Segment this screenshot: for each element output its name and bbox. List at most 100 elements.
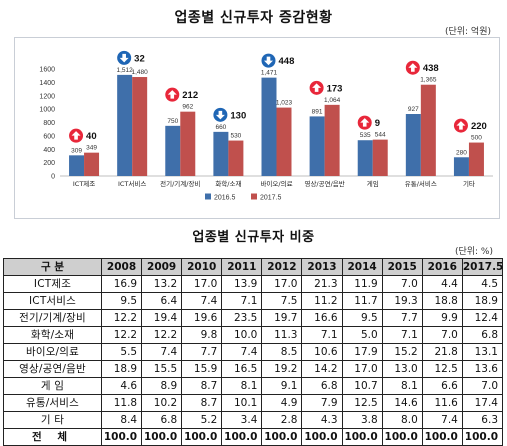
data-label: 535 xyxy=(360,132,371,139)
bar-2016 xyxy=(453,157,469,176)
legend-swatch-2016 xyxy=(205,193,211,200)
table-row: 영상/공연/음반 18.9 15.5 15.9 16.5 19.2 14.2 17.0 13.0… xyxy=(3,360,504,378)
table-cell: 14.2 xyxy=(301,360,343,378)
y-tick-label: 1400 xyxy=(39,80,55,87)
arrow-glyph xyxy=(71,131,81,140)
table-unit-label: (단위: %) xyxy=(454,247,493,257)
table-cell: 4.5 xyxy=(461,275,504,293)
table-row: 바이오/의료 5.5 7.4 7.7 7.4 8.5 10.6 17.9 15.2 21.8 13.… xyxy=(3,343,504,361)
change-value: 40 xyxy=(86,131,97,142)
data-label: 1,023 xyxy=(276,100,293,107)
header-cell: 2009 xyxy=(141,258,183,276)
arrow-glyph xyxy=(215,110,225,120)
data-label: 962 xyxy=(182,104,193,111)
table-cell: 7.0 xyxy=(381,275,423,293)
table-cell: 15.2 xyxy=(381,343,423,361)
y-tick-label: 800 xyxy=(43,120,55,127)
y-tick-label: 600 xyxy=(43,133,55,140)
row-label: 게 임 xyxy=(3,377,102,395)
table-cell: 15.5 xyxy=(141,360,183,378)
table-row: 전기/기계/장비 12.2 19.4 19.6 23.5 19.7 16.6 9.5 7.7 9.… xyxy=(3,309,504,327)
table-row: ICT서비스 9.5 6.4 7.4 7.1 7.5 11.2 11.7 19.3 18.8 18.… xyxy=(3,292,504,310)
header-cell: 2014 xyxy=(341,258,383,276)
table-cell: 15.9 xyxy=(181,360,223,378)
header-cell: 2008 xyxy=(100,258,143,276)
table-cell: 10.6 xyxy=(301,343,343,361)
data-label: 1,064 xyxy=(324,97,341,104)
table-cell: 14.6 xyxy=(381,394,423,412)
table-cell: 7.4 xyxy=(221,343,263,361)
table-cell: 17.0 xyxy=(341,360,383,378)
table-cell: 5.2 xyxy=(181,411,223,429)
table-cell: 17.0 xyxy=(261,275,303,293)
table-cell: 7.9 xyxy=(301,394,343,412)
table-cell: 8.0 xyxy=(381,411,423,429)
table-cell: 6.6 xyxy=(421,377,463,395)
table-cell: 7.4 xyxy=(181,292,223,310)
bar-2016 xyxy=(165,125,181,176)
table-cell: 17.0 xyxy=(181,275,223,293)
table-cell: 2.8 xyxy=(261,411,303,429)
row-label: 바이오/의료 xyxy=(3,343,102,361)
table-cell: 13.9 xyxy=(221,275,263,293)
data-label: 1,471 xyxy=(261,70,278,77)
arrow-glyph xyxy=(167,90,177,99)
bar-2017 xyxy=(420,84,436,176)
table-cell: 3.4 xyxy=(221,411,263,429)
legend-label-2017: 2017.5 xyxy=(260,195,282,202)
change-value: 173 xyxy=(327,83,343,94)
header-cell: 구 분 xyxy=(3,258,102,276)
table-cell: 12.4 xyxy=(461,309,504,327)
table-cell: 7.7 xyxy=(381,309,423,327)
table-cell: 3.8 xyxy=(341,411,383,429)
change-value: 32 xyxy=(134,53,145,64)
table-cell: 100.0 xyxy=(261,428,303,446)
table-cell: 19.7 xyxy=(261,309,303,327)
x-tick-label: 유통/서비스 xyxy=(405,179,437,188)
table-cell: 12.2 xyxy=(141,326,183,344)
header-cell: 2016 xyxy=(421,258,463,276)
table-cell: 13.1 xyxy=(461,343,504,361)
table-cell: 9.9 xyxy=(421,309,463,327)
table-cell: 9.1 xyxy=(261,377,303,395)
header-cell: 2011 xyxy=(221,258,263,276)
table-cell: 19.3 xyxy=(381,292,423,310)
bar-2017 xyxy=(228,140,244,176)
bar-2017 xyxy=(276,107,292,176)
x-tick-label: 화학/소재 xyxy=(215,179,241,188)
data-label: 1,512 xyxy=(117,67,134,74)
data-label: 1,480 xyxy=(132,69,149,76)
table-cell: 6.3 xyxy=(461,411,504,429)
header-cell: 2013 xyxy=(301,258,343,276)
y-tick-label: 1200 xyxy=(39,93,55,100)
bar-2017 xyxy=(180,111,196,176)
table-cell: 8.7 xyxy=(181,377,223,395)
data-label: 309 xyxy=(71,147,82,154)
header-cell: 2017.5 xyxy=(461,258,503,276)
table-cell: 16.9 xyxy=(100,275,143,293)
table-cell: 100.0 xyxy=(181,428,223,446)
data-label: 280 xyxy=(456,149,467,156)
table-cell: 19.6 xyxy=(181,309,223,327)
y-tick-label: 0 xyxy=(51,174,55,181)
arrow-glyph xyxy=(456,121,466,130)
data-label: 891 xyxy=(312,108,323,115)
table-cell: 11.2 xyxy=(301,292,343,310)
table-cell: 100.0 xyxy=(461,428,504,446)
table-cell: 8.1 xyxy=(381,377,423,395)
table-cell: 9.5 xyxy=(100,292,143,310)
bar-2016 xyxy=(69,155,85,176)
x-tick-label: 영상/공연/음반 xyxy=(304,179,344,188)
table-cell: 21.3 xyxy=(301,275,343,293)
table-cell: 4.9 xyxy=(261,394,303,412)
data-label: 544 xyxy=(375,132,386,139)
table-cell: 8.7 xyxy=(181,394,223,412)
table-cell: 17.9 xyxy=(341,343,383,361)
x-tick-label: 게임 xyxy=(367,179,379,188)
table-cell: 7.1 xyxy=(301,326,343,344)
table-row: 기 타 8.4 6.8 5.2 3.4 2.8 4.3 3.8 8.0 7.4 6.3 xyxy=(3,411,504,429)
arrow-glyph xyxy=(408,63,418,72)
table-cell: 7.0 xyxy=(421,326,463,344)
table-cell: 4.3 xyxy=(301,411,343,429)
bar-2016 xyxy=(261,77,277,176)
